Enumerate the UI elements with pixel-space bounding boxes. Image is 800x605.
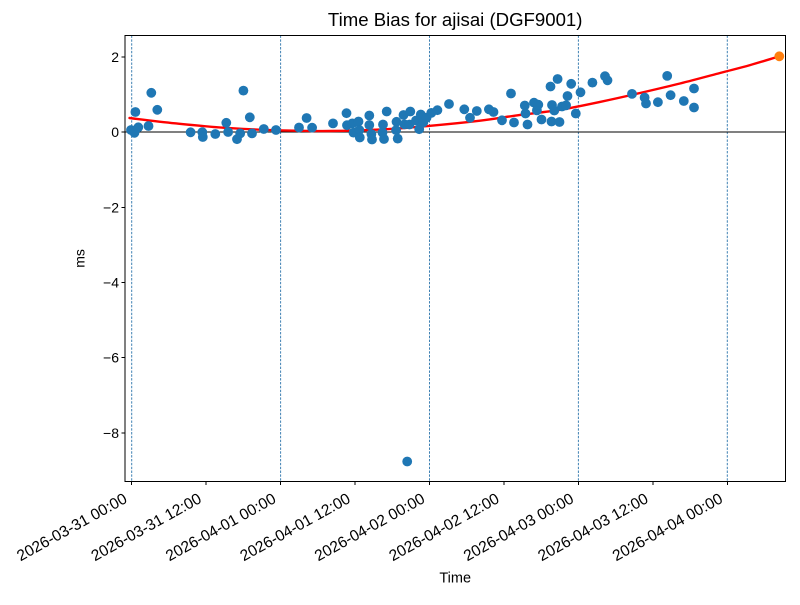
svg-text:−2: −2: [103, 199, 119, 215]
svg-text:ms: ms: [72, 249, 88, 268]
svg-text:−8: −8: [103, 425, 119, 441]
svg-text:−6: −6: [103, 350, 119, 366]
svg-text:Time: Time: [439, 571, 471, 587]
svg-text:2: 2: [111, 49, 119, 65]
svg-text:0: 0: [111, 124, 119, 140]
svg-text:Time Bias for ajisai (DGF9001): Time Bias for ajisai (DGF9001): [328, 9, 583, 30]
svg-text:−4: −4: [103, 275, 119, 291]
